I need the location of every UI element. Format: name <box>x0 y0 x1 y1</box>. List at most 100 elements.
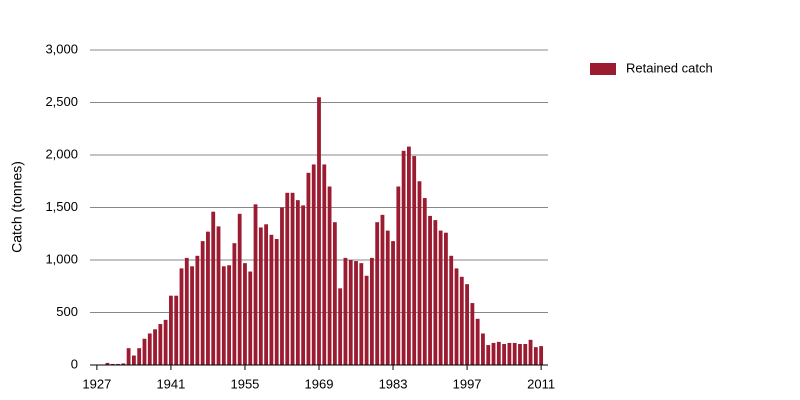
y-tick-label: 1,000 <box>45 251 78 266</box>
y-tick-label: 2,500 <box>45 94 78 109</box>
bar <box>295 200 300 365</box>
bar <box>385 230 390 365</box>
legend-swatch <box>590 63 616 75</box>
bar <box>422 198 427 365</box>
bar <box>481 333 485 365</box>
bar <box>364 275 369 365</box>
bar <box>496 341 501 365</box>
bar <box>444 232 448 365</box>
bar <box>433 220 438 365</box>
x-tick-label: 1941 <box>156 376 185 391</box>
bar <box>158 324 163 365</box>
bar <box>539 346 544 365</box>
bar <box>179 268 184 365</box>
bar <box>332 222 337 365</box>
bar <box>243 263 247 365</box>
y-tick-label: 1,500 <box>45 199 78 214</box>
bar <box>131 355 136 365</box>
bar <box>153 329 157 365</box>
bar <box>269 234 274 365</box>
bar <box>523 344 528 365</box>
bar <box>280 207 284 365</box>
bar <box>407 146 411 365</box>
bar <box>306 172 311 365</box>
bar <box>142 338 147 365</box>
bar <box>459 276 464 365</box>
y-tick-label: 3,000 <box>45 41 78 56</box>
bar <box>369 257 374 365</box>
bar <box>216 226 221 365</box>
bar <box>507 342 512 365</box>
bar <box>121 363 126 365</box>
bar <box>290 192 295 365</box>
bar <box>391 241 395 365</box>
bar <box>438 230 443 365</box>
bar <box>232 243 237 365</box>
bar <box>301 205 306 365</box>
bar <box>200 241 205 365</box>
y-tick-label: 2,000 <box>45 146 78 161</box>
bar <box>110 363 115 365</box>
bar <box>348 260 353 365</box>
bar <box>359 263 364 365</box>
bar <box>227 265 231 365</box>
bar <box>322 164 327 365</box>
bar <box>258 227 263 365</box>
bar <box>512 342 517 365</box>
x-tick-label: 2011 <box>527 376 555 391</box>
bar <box>274 239 279 365</box>
bar <box>163 319 168 365</box>
bar <box>195 255 200 365</box>
bar <box>206 231 210 365</box>
bar <box>317 97 321 365</box>
bar <box>475 318 480 365</box>
bar <box>401 150 406 365</box>
y-axis-label: Catch (tonnes) <box>9 161 25 253</box>
bar <box>211 211 216 365</box>
bar <box>354 261 358 365</box>
legend-label: Retained catch <box>626 60 713 75</box>
x-tick-label: 1969 <box>305 376 334 391</box>
bar <box>311 164 316 365</box>
bar <box>169 295 173 365</box>
bar <box>412 156 417 365</box>
bar <box>253 204 258 365</box>
bar <box>449 255 454 365</box>
bar <box>190 266 194 365</box>
bar <box>470 303 475 365</box>
bar <box>116 363 120 365</box>
bar <box>327 186 332 365</box>
bar <box>528 339 533 365</box>
bar <box>174 295 179 365</box>
bar <box>285 192 290 365</box>
bar <box>454 268 459 365</box>
bar <box>502 344 507 365</box>
bar <box>248 271 253 365</box>
bar <box>147 333 152 365</box>
bar <box>465 284 469 365</box>
bar <box>221 266 226 365</box>
bar <box>184 257 189 365</box>
x-tick-label: 1955 <box>230 376 259 391</box>
bar <box>237 213 242 365</box>
bar <box>417 181 422 365</box>
bar <box>428 215 432 365</box>
x-tick-label: 1997 <box>453 376 482 391</box>
y-tick-label: 0 <box>71 356 78 371</box>
bar <box>486 345 491 365</box>
bar <box>264 224 269 365</box>
bar <box>126 348 131 365</box>
bar <box>105 362 110 365</box>
bar <box>518 344 522 365</box>
x-tick-label: 1983 <box>379 376 408 391</box>
y-tick-label: 500 <box>56 304 78 319</box>
bar <box>343 257 348 365</box>
bar <box>533 347 538 365</box>
bar <box>491 342 496 365</box>
x-tick-label: 1927 <box>82 376 111 391</box>
bar <box>380 214 385 365</box>
bar <box>375 222 380 365</box>
bar <box>338 288 343 365</box>
bar <box>137 348 142 365</box>
